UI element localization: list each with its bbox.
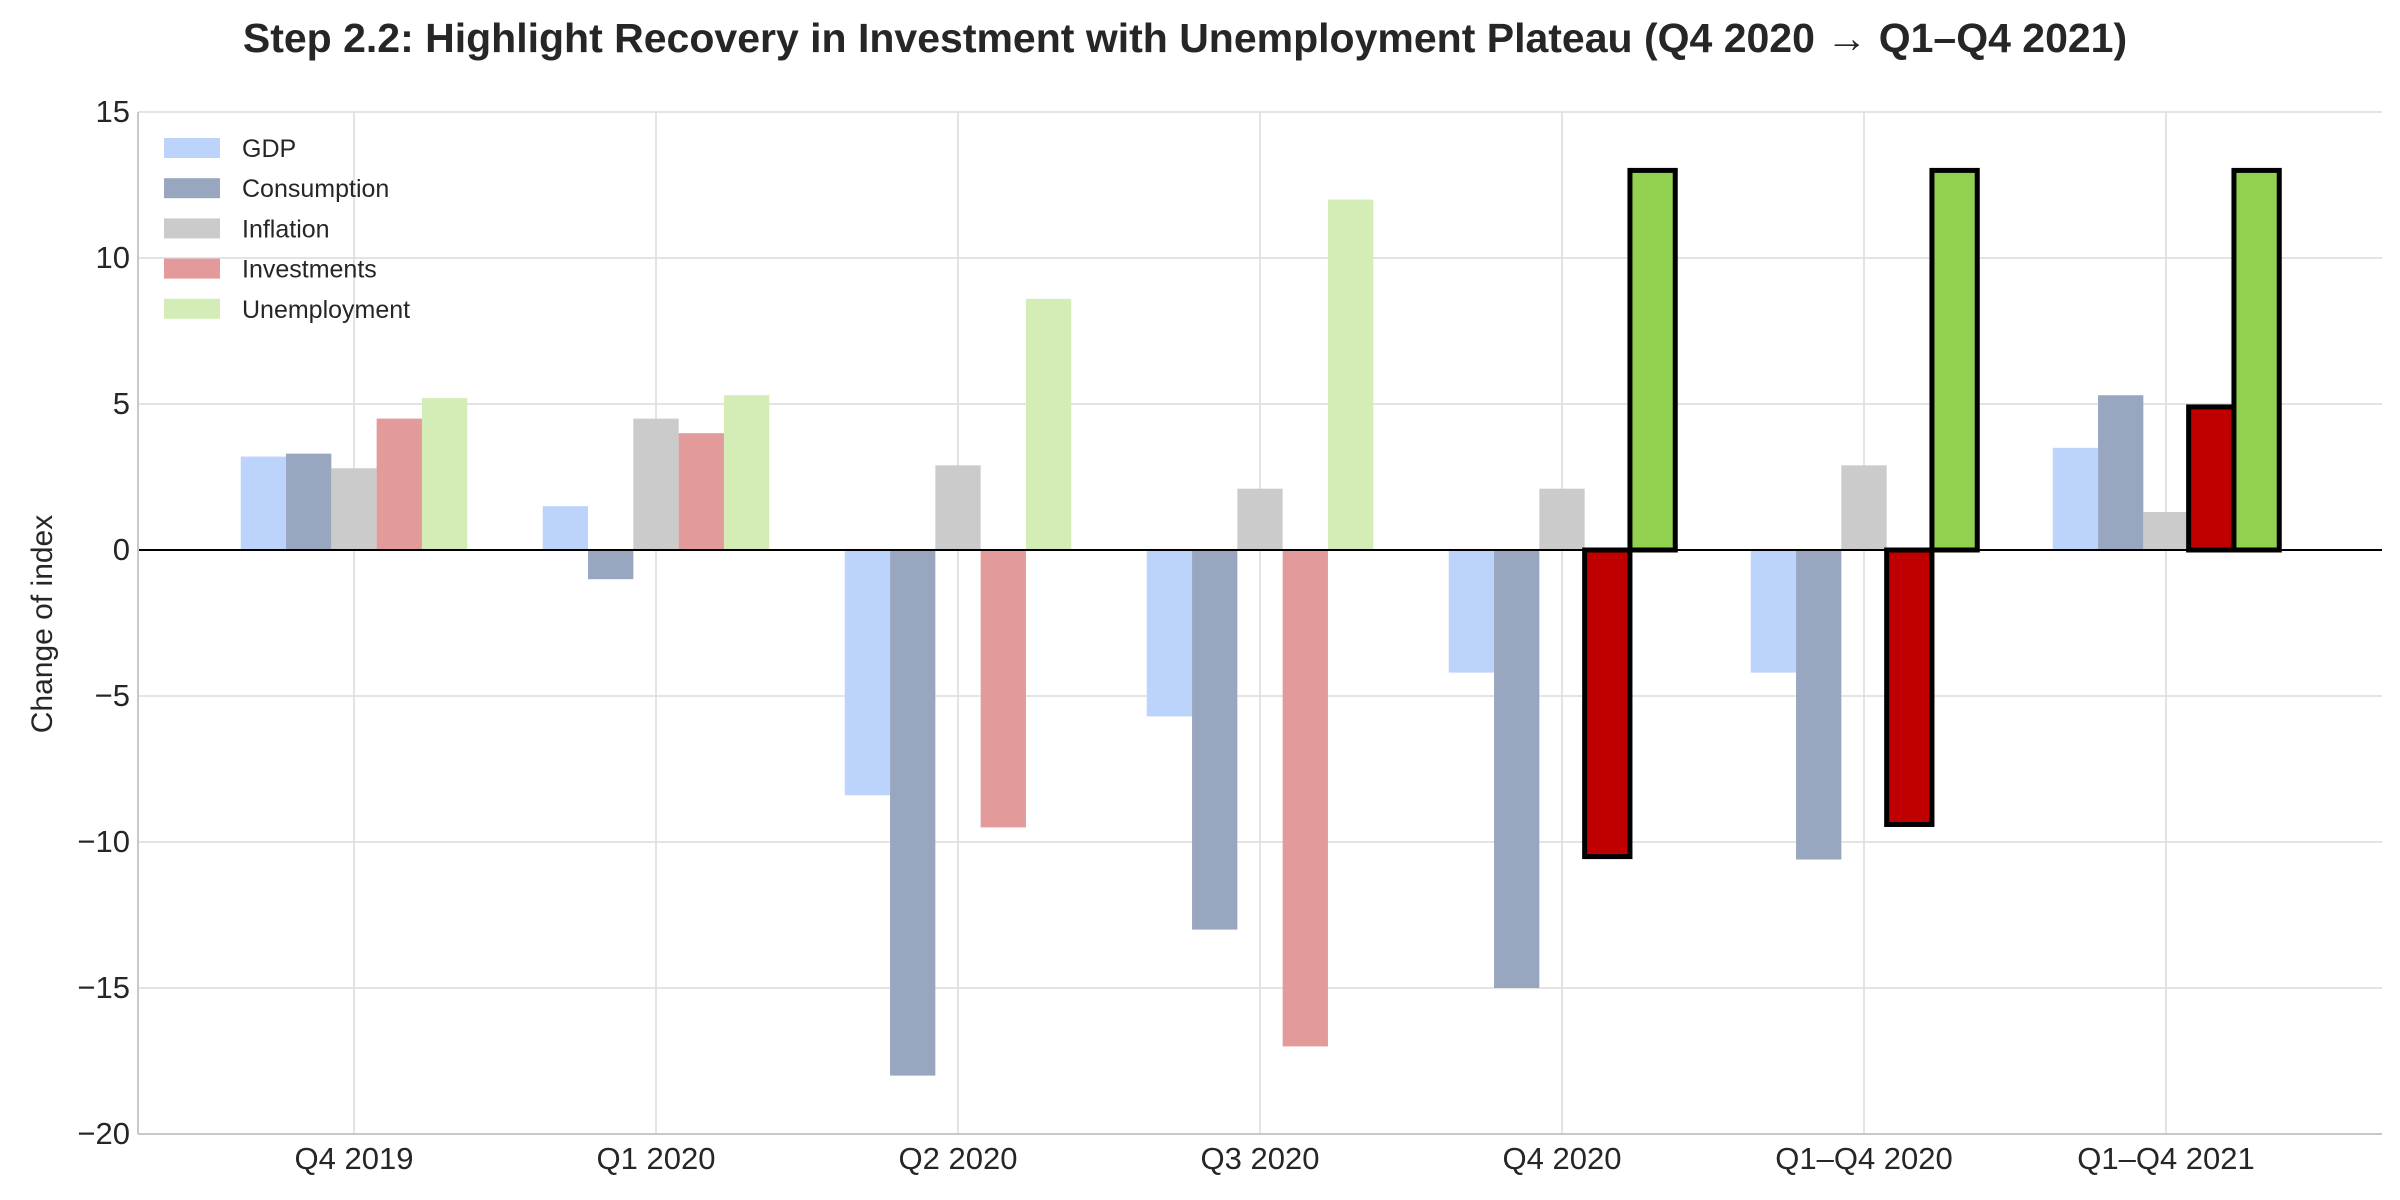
bar-inflation-1 (633, 418, 679, 550)
x-tick-label: Q4 2020 (1503, 1141, 1622, 1176)
x-tick-label: Q1 2020 (597, 1141, 716, 1176)
y-tick-label: 15 (96, 94, 130, 129)
legend-label-consumption: Consumption (242, 175, 389, 203)
bar-unemployment-5 (1929, 167, 1980, 553)
bar-gdp-1 (542, 506, 589, 550)
chart-title: Step 2.2: Highlight Recovery in Investme… (243, 15, 2127, 61)
x-tick-label: Q3 2020 (1201, 1141, 1320, 1176)
legend-swatch-investments (164, 258, 220, 279)
tick-labels: 15 10 5 0 −5 −10 −15 −20 Q4 2019 Q1 2020 Q2 2020 Q3… (77, 94, 2254, 1176)
bar-gdp-4 (1448, 550, 1495, 673)
bar-gdp-2 (844, 550, 891, 796)
bar-consumption-0 (286, 453, 332, 550)
bar-unemployment-3 (1327, 199, 1374, 550)
bar-investments-1 (678, 433, 724, 550)
bar-unemployment-2 (1025, 298, 1072, 550)
legend-label-investments: Investments (242, 256, 377, 284)
bar-consumption-2 (890, 550, 936, 1076)
bar-inflation-0 (331, 468, 377, 550)
bar-investments-5 (1884, 547, 1935, 827)
legend: GDP Consumption Inflation Investments Unempl… (164, 135, 410, 324)
legend-label-inflation: Inflation (242, 215, 330, 243)
bar-inflation-4 (1539, 488, 1585, 550)
legend-label-gdp: GDP (242, 135, 296, 163)
y-tick-label: −20 (77, 1116, 130, 1151)
bar-consumption-6 (2098, 395, 2144, 550)
bar-consumption-4 (1494, 550, 1540, 988)
x-tick-label: Q4 2019 (295, 1141, 414, 1176)
bar-unemployment-6 (2231, 167, 2282, 553)
x-tick-label: Q1–Q4 2020 (1775, 1141, 1953, 1176)
bar-gdp-3 (1146, 550, 1193, 717)
x-tick-label: Q1–Q4 2021 (2077, 1141, 2255, 1176)
y-tick-label: −15 (77, 970, 130, 1005)
legend-swatch-unemployment (164, 298, 220, 319)
legend-swatch-inflation (164, 218, 220, 239)
legend-label-unemployment: Unemployment (242, 296, 410, 324)
y-tick-label: 5 (113, 386, 130, 421)
x-tick-label: Q2 2020 (899, 1141, 1018, 1176)
legend-swatch-gdp (164, 138, 220, 158)
bar-gdp-0 (240, 456, 287, 550)
bar-unemployment-0 (421, 398, 468, 550)
bar-investments-0 (376, 418, 422, 550)
bar-consumption-5 (1796, 550, 1842, 860)
bar-consumption-3 (1192, 550, 1238, 930)
bar-inflation-3 (1237, 488, 1283, 550)
y-tick-label: −10 (77, 824, 130, 859)
bar-inflation-2 (935, 465, 981, 550)
bar-inflation-6 (2143, 512, 2189, 550)
bar-investments-2 (980, 550, 1026, 828)
y-axis-label: Change of index (26, 515, 59, 734)
y-tick-label: 0 (113, 532, 130, 567)
axes (137, 112, 2382, 1135)
bar-investments-4 (1582, 547, 1633, 860)
legend-swatch-consumption (164, 178, 220, 199)
bar-investments-3 (1282, 550, 1328, 1047)
bar-unemployment-1 (723, 395, 770, 550)
bar-gdp-6 (2052, 447, 2099, 550)
y-tick-label: −5 (95, 678, 130, 713)
bar-gdp-5 (1750, 550, 1797, 673)
bar-inflation-5 (1841, 465, 1887, 550)
bar-consumption-1 (588, 550, 634, 580)
bar-unemployment-4 (1627, 167, 1678, 553)
bar-investments-6 (2186, 404, 2237, 553)
grid (138, 111, 2382, 1135)
y-tick-label: 10 (96, 240, 130, 275)
